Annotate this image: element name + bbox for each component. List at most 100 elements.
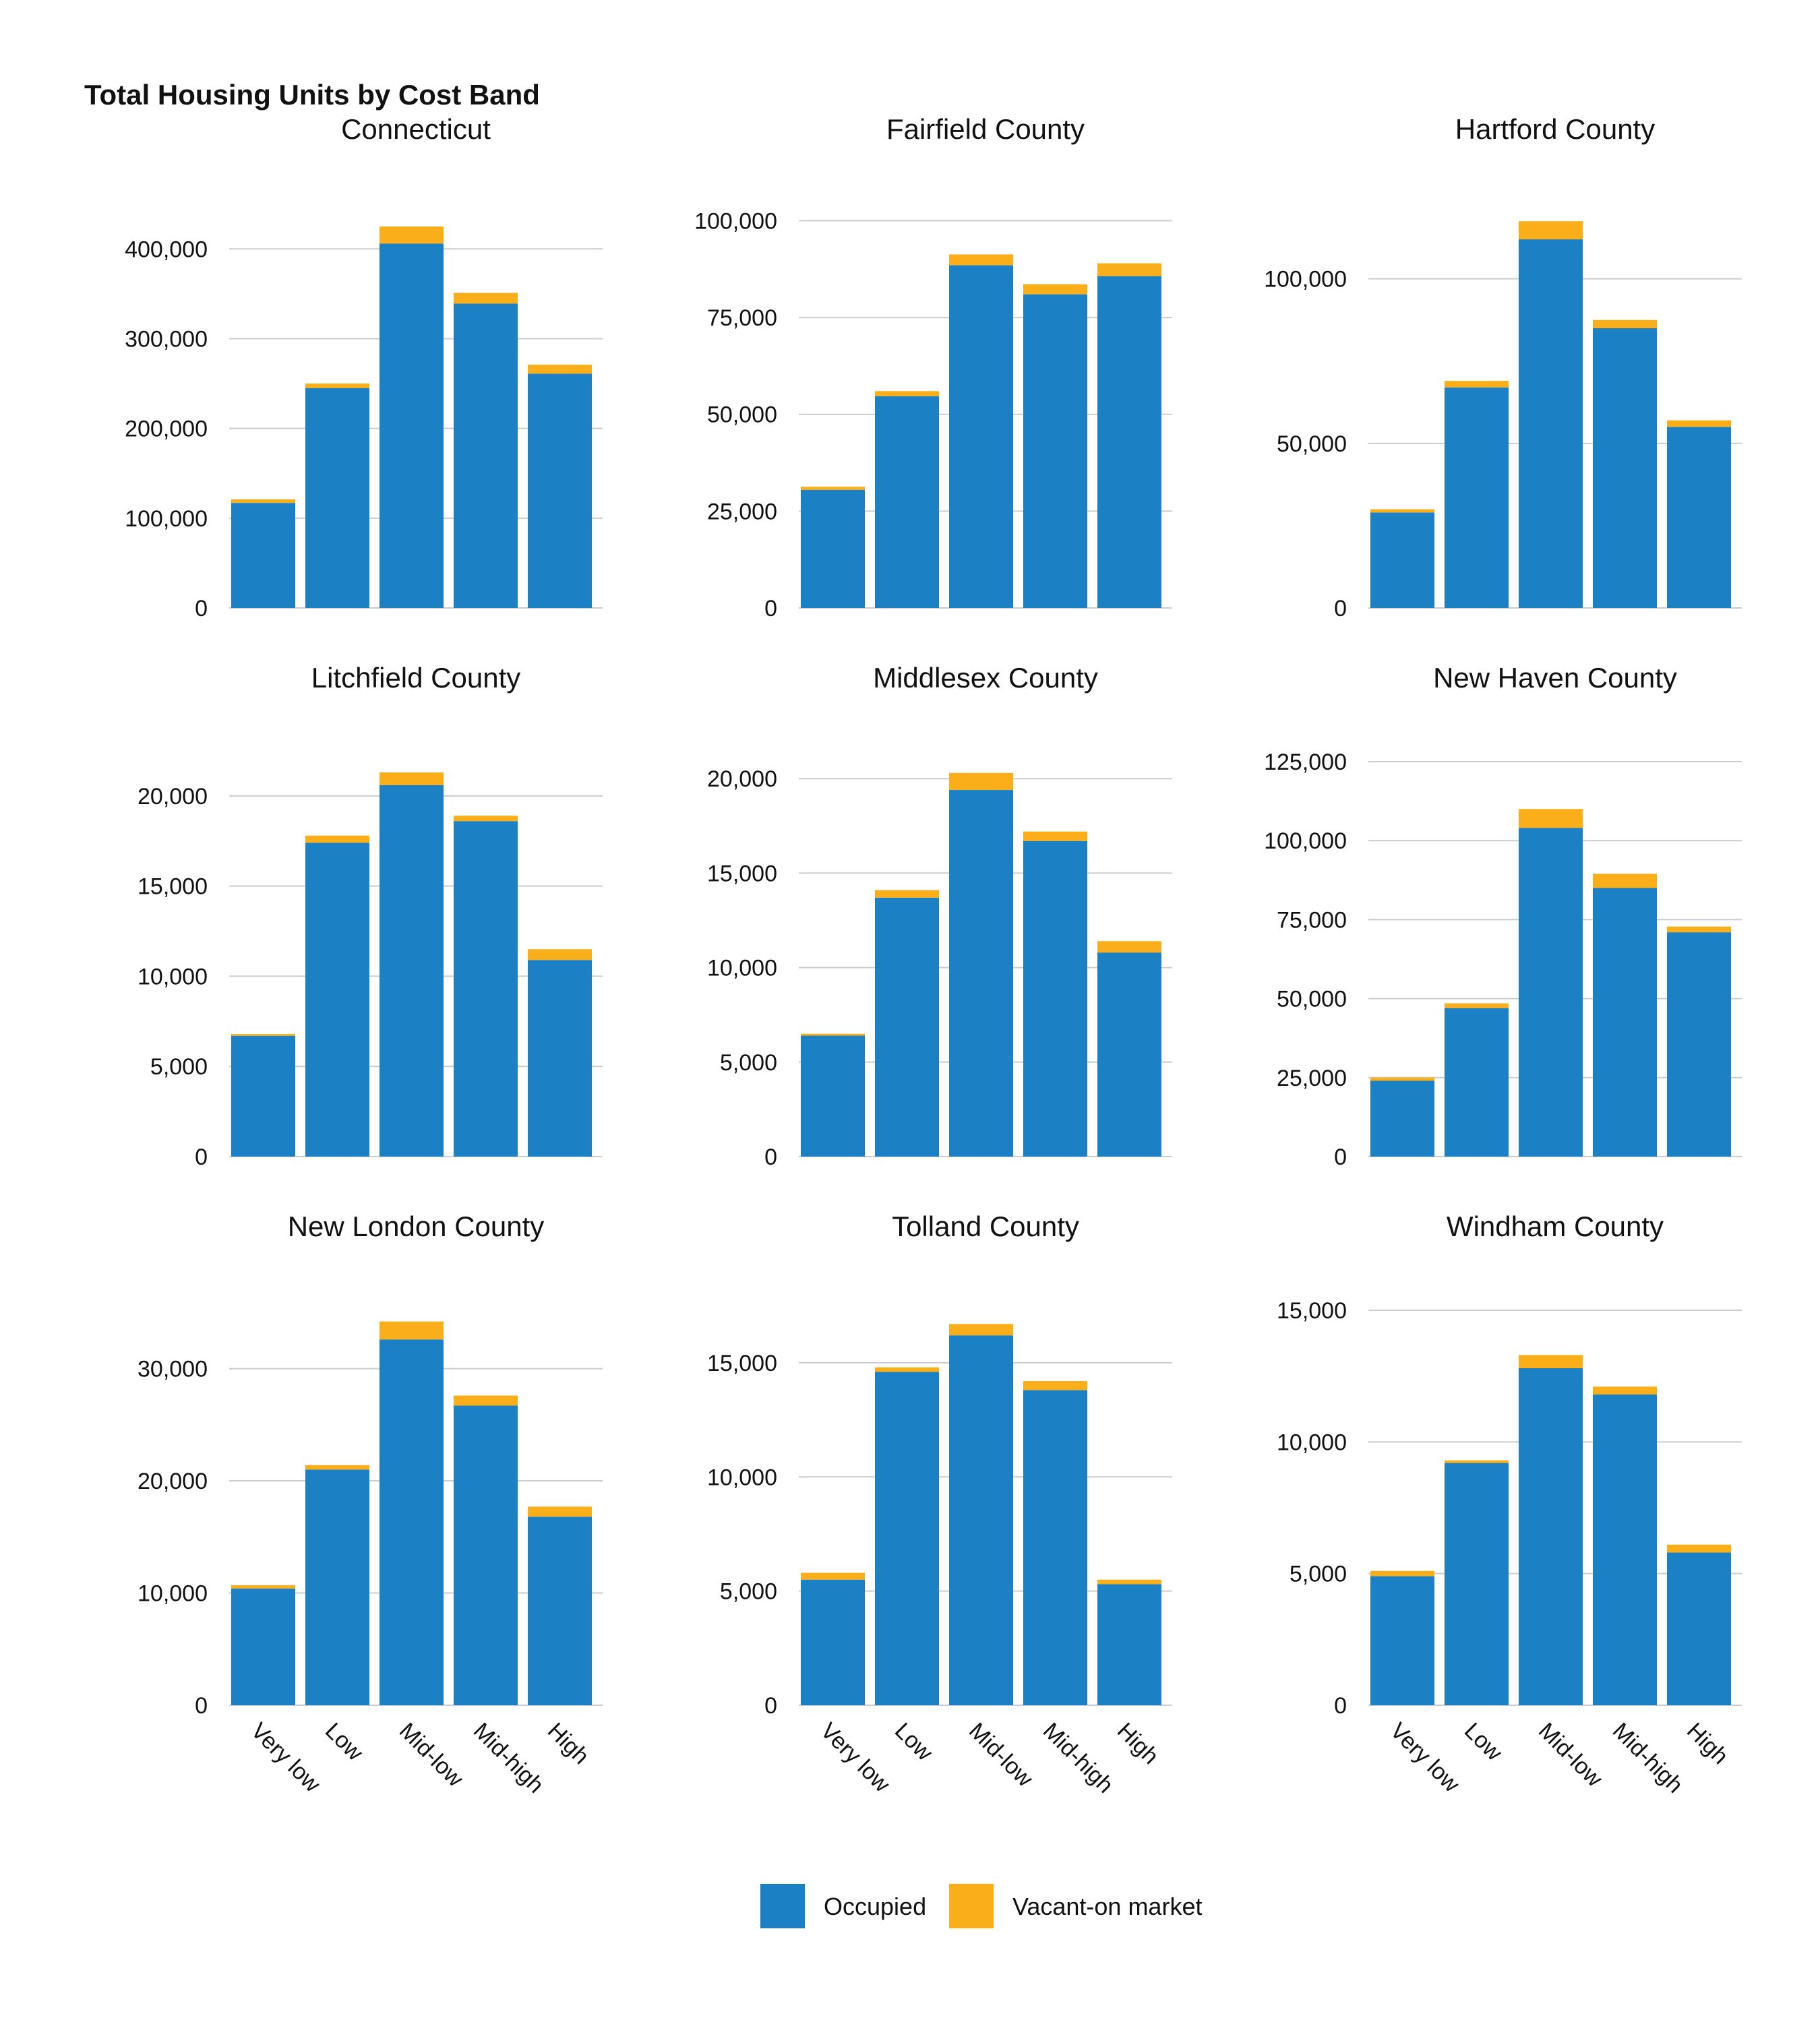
bar-occupied-high <box>528 960 592 1157</box>
y-tick-label: 400,000 <box>125 237 208 262</box>
bar-occupied-mid-high <box>1023 294 1087 608</box>
y-tick-label: 0 <box>764 596 777 621</box>
bar-occupied-mid-high <box>1593 888 1657 1157</box>
bar-vacant-mid-high <box>1023 831 1087 841</box>
bar-occupied-very-low <box>801 489 865 608</box>
bar-occupied-mid-low <box>949 790 1013 1157</box>
panel-title: Hartford County <box>1455 113 1655 145</box>
bar-vacant-very-low <box>1370 509 1434 513</box>
panel-title: New London County <box>288 1211 545 1242</box>
bar-vacant-mid-low <box>949 772 1013 791</box>
bar-vacant-mid-high <box>454 816 518 822</box>
panel-title: New Haven County <box>1433 662 1677 694</box>
bar-occupied-mid-low <box>1519 1368 1583 1705</box>
y-tick-label: 0 <box>764 1693 777 1719</box>
y-tick-label: 0 <box>1334 596 1347 621</box>
y-tick-label: 5,000 <box>720 1579 777 1605</box>
bar-occupied-mid-high <box>1023 1390 1087 1705</box>
y-tick-label: 30,000 <box>138 1357 208 1382</box>
bar-vacant-mid-low <box>380 226 444 244</box>
bar-occupied-very-low <box>231 503 295 608</box>
panel-title: Tolland County <box>892 1211 1079 1242</box>
bar-occupied-high <box>1097 1584 1161 1705</box>
bar-vacant-high <box>1097 263 1161 276</box>
bar-occupied-low <box>305 842 369 1157</box>
panel-title: Litchfield County <box>311 662 521 694</box>
y-tick-label: 100,000 <box>125 506 208 532</box>
bar-occupied-low <box>305 388 369 608</box>
panel-connecticut: Connecticut 0 100,000 200,000 300,000 400,000 <box>125 113 603 621</box>
y-tick-label: 100,000 <box>1264 828 1347 854</box>
panel-new-haven-county: New Haven County 0 25,000 50,000 75,000 100,0… <box>1264 662 1742 1170</box>
y-tick-label: 15,000 <box>707 861 777 886</box>
y-tick-label: 75,000 <box>707 305 777 331</box>
panel-litchfield-county: Litchfield County 0 5,000 10,000 15,000 20,00… <box>138 662 603 1170</box>
bar-occupied-mid-high <box>454 821 518 1157</box>
bar-vacant-high <box>1667 926 1731 933</box>
y-tick-label: 10,000 <box>707 1465 777 1490</box>
y-tick-label: 100,000 <box>694 208 777 234</box>
bar-occupied-low <box>1445 1008 1509 1157</box>
bar-vacant-mid-high <box>1593 874 1657 888</box>
y-tick-label: 5,000 <box>1290 1562 1347 1587</box>
bar-vacant-mid-high <box>1593 1386 1657 1395</box>
bar-vacant-high <box>1667 1544 1731 1553</box>
bar-occupied-low <box>875 1372 939 1705</box>
y-tick-label: 0 <box>1334 1693 1347 1719</box>
bar-occupied-mid-high <box>1593 1395 1657 1705</box>
legend-swatch-occupied <box>760 1884 805 1928</box>
bar-occupied-low <box>305 1469 369 1705</box>
bar-occupied-mid-low <box>949 265 1013 608</box>
y-tick-label: 50,000 <box>1277 431 1347 457</box>
y-tick-label: 15,000 <box>707 1351 777 1376</box>
y-tick-label: 10,000 <box>1277 1430 1347 1455</box>
y-tick-label: 5,000 <box>720 1050 777 1076</box>
bar-vacant-very-low <box>801 1033 865 1036</box>
y-tick-label: 100,000 <box>1264 267 1347 293</box>
bar-occupied-mid-high <box>454 1405 518 1705</box>
y-tick-label: 20,000 <box>138 784 208 809</box>
bar-occupied-mid-low <box>380 1339 444 1705</box>
bar-vacant-very-low <box>801 487 865 490</box>
panel-title: Connecticut <box>341 113 491 145</box>
y-tick-label: 20,000 <box>707 766 777 792</box>
panels-group: Connecticut 0 100,000 200,000 300,000 400,000… <box>125 113 1742 1798</box>
bar-occupied-very-low <box>1370 512 1434 608</box>
bar-occupied-low <box>875 396 939 608</box>
bar-vacant-mid-high <box>1593 319 1657 328</box>
bar-vacant-mid-low <box>949 1324 1013 1336</box>
bar-vacant-very-low <box>231 1585 295 1589</box>
bar-vacant-low <box>875 391 939 396</box>
bar-occupied-high <box>1667 427 1731 608</box>
y-tick-label: 0 <box>195 1144 208 1170</box>
y-tick-label: 15,000 <box>138 874 208 900</box>
bar-occupied-mid-low <box>380 243 444 608</box>
y-tick-label: 10,000 <box>138 1581 208 1607</box>
y-tick-label: 25,000 <box>707 499 777 524</box>
legend-label-vacant-on-market: Vacant-on market <box>1012 1893 1202 1920</box>
bar-occupied-mid-high <box>454 303 518 608</box>
bar-occupied-very-low <box>1370 1080 1434 1157</box>
legend: Occupied Vacant-on market <box>760 1884 1202 1928</box>
y-tick-label: 50,000 <box>707 402 777 428</box>
bar-vacant-high <box>1667 420 1731 427</box>
bar-occupied-mid-low <box>949 1335 1013 1705</box>
bar-vacant-mid-low <box>1519 221 1583 240</box>
bar-vacant-mid-high <box>1023 1381 1087 1390</box>
bar-vacant-mid-high <box>454 1395 518 1406</box>
bar-occupied-very-low <box>801 1579 865 1705</box>
bar-vacant-low <box>875 890 939 898</box>
bar-vacant-mid-high <box>454 293 518 304</box>
bar-occupied-low <box>875 897 939 1157</box>
bar-vacant-high <box>1097 941 1161 953</box>
y-tick-label: 300,000 <box>125 326 208 352</box>
bar-vacant-mid-low <box>380 772 444 785</box>
y-tick-label: 0 <box>195 596 208 621</box>
bar-vacant-mid-high <box>1023 284 1087 295</box>
bar-vacant-high <box>528 1506 592 1517</box>
bar-occupied-high <box>528 373 592 608</box>
bar-vacant-very-low <box>1370 1077 1434 1081</box>
y-tick-label: 10,000 <box>707 956 777 981</box>
chart-title: Total Housing Units by Cost Band <box>84 79 540 111</box>
panel-fairfield-county: Fairfield County 0 25,000 50,000 75,000 100,0… <box>694 113 1172 621</box>
